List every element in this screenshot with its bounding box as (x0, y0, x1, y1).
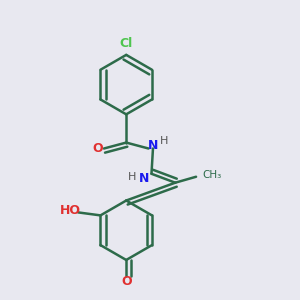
Text: Cl: Cl (120, 38, 133, 50)
Text: H: H (160, 136, 168, 146)
Text: O: O (121, 275, 131, 288)
Text: CH₃: CH₃ (202, 170, 222, 180)
Text: O: O (93, 142, 103, 155)
Text: N: N (139, 172, 149, 185)
Text: N: N (148, 139, 158, 152)
Text: H: H (128, 172, 136, 182)
Text: HO: HO (60, 204, 81, 218)
